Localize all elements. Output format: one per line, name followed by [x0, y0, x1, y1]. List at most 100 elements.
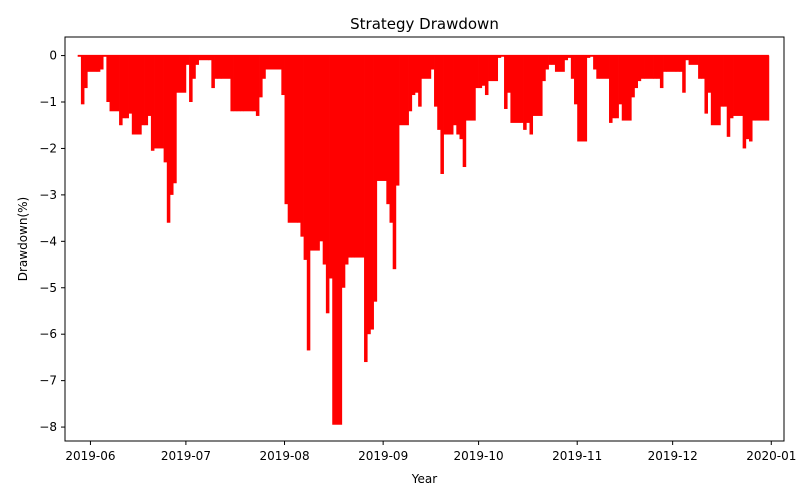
- drawdown-bar: [574, 55, 578, 105]
- y-tick-label: −6: [39, 327, 57, 341]
- x-tick-label: 2019-12: [648, 449, 698, 463]
- drawdown-bar: [119, 55, 123, 126]
- drawdown-bar: [720, 55, 724, 107]
- drawdown-bar: [599, 55, 610, 79]
- drawdown-bar: [529, 55, 534, 135]
- drawdown-bar: [484, 55, 489, 96]
- drawdown-bar: [698, 55, 702, 79]
- y-tick-label: −3: [39, 188, 57, 202]
- drawdown-bar: [488, 55, 499, 82]
- plot-area: [65, 37, 784, 441]
- drawdown-bar: [303, 55, 308, 260]
- drawdown-bar: [325, 55, 330, 314]
- drawdown-bar: [462, 55, 467, 168]
- drawdown-bar: [189, 55, 193, 103]
- drawdown-bar: [332, 55, 343, 425]
- drawdown-bar: [666, 55, 677, 72]
- y-axis: 0 −1 −2 −3 −4 −5 −6 −7 −8: [39, 49, 65, 434]
- drawdown-bar: [166, 55, 171, 223]
- drawdown-bar: [373, 55, 378, 302]
- area-layer: [77, 54, 770, 425]
- drawdown-bar: [87, 55, 98, 72]
- drawdown-bar: [239, 55, 244, 112]
- drawdown-bar: [364, 55, 368, 363]
- drawdown-bar: [236, 55, 241, 112]
- drawdown-bar: [195, 55, 199, 65]
- drawdown-bar: [532, 55, 543, 116]
- drawdown-bar: [220, 55, 231, 79]
- y-tick-label: −4: [39, 234, 57, 248]
- drawdown-bar: [147, 55, 152, 116]
- drawdown-bar: [481, 55, 486, 86]
- drawdown-bar: [376, 55, 387, 181]
- drawdown-bar: [131, 55, 142, 135]
- drawdown-bar: [141, 55, 145, 126]
- drawdown-bar: [80, 55, 85, 105]
- drawdown-bar: [612, 55, 616, 119]
- drawdown-bar: [688, 55, 699, 65]
- x-tick-label: 2019-11: [552, 449, 602, 463]
- drawdown-bar: [154, 55, 164, 149]
- drawdown-bar: [122, 55, 126, 119]
- drawdown-bar: [618, 55, 623, 105]
- drawdown-bar: [764, 55, 769, 121]
- drawdown-bar: [150, 55, 155, 151]
- drawdown-bar: [551, 55, 556, 65]
- drawdown-bar: [682, 55, 686, 93]
- drawdown-bar: [217, 55, 222, 79]
- drawdown-bar: [185, 55, 190, 65]
- drawdown-bar: [211, 55, 215, 89]
- drawdown-bar: [459, 55, 464, 140]
- drawdown-bar: [243, 55, 254, 112]
- drawdown-bar: [252, 55, 257, 112]
- drawdown-bar: [453, 55, 457, 126]
- drawdown-bar: [659, 55, 664, 89]
- drawdown-bar: [465, 55, 476, 121]
- drawdown-bar: [707, 55, 712, 93]
- drawdown-bar: [208, 55, 212, 61]
- drawdown-bar: [300, 55, 304, 237]
- drawdown-bar: [742, 55, 747, 149]
- drawdown-bar: [297, 55, 301, 223]
- drawdown-bar: [586, 55, 591, 58]
- drawdown-bar: [548, 55, 553, 65]
- drawdown-bar: [411, 55, 416, 96]
- drawdown-bar: [341, 55, 346, 288]
- drawdown-bar: [523, 55, 527, 130]
- y-tick-label: −8: [39, 420, 57, 434]
- drawdown-bar: [281, 55, 285, 96]
- drawdown-bar: [679, 55, 683, 72]
- drawdown-bar: [609, 55, 613, 123]
- drawdown-bar: [421, 55, 432, 79]
- x-tick-label: 2020-01: [746, 449, 796, 463]
- drawdown-bar: [545, 55, 549, 70]
- drawdown-bar: [259, 55, 263, 98]
- drawdown-bar: [354, 55, 365, 258]
- drawdown-bar: [653, 55, 658, 79]
- drawdown-bar: [128, 55, 133, 114]
- drawdown-bar: [768, 55, 770, 121]
- drawdown-bar: [615, 55, 619, 119]
- drawdown-bar: [634, 55, 638, 89]
- drawdown-bar: [755, 55, 766, 121]
- drawdown-bar: [507, 55, 511, 93]
- drawdown-bar: [723, 55, 728, 107]
- drawdown-bar: [726, 55, 731, 137]
- x-tick-label: 2019-08: [259, 449, 309, 463]
- drawdown-bar: [370, 55, 374, 330]
- drawdown-bar: [644, 55, 654, 79]
- x-axis: 2019-06 2019-07 2019-08 2019-09 2019-10 2019-…: [65, 441, 796, 463]
- drawdown-bar: [729, 55, 734, 119]
- drawdown-bar: [414, 55, 419, 93]
- x-tick-label: 2019-07: [161, 449, 211, 463]
- drawdown-bar: [526, 55, 530, 123]
- drawdown-bar: [322, 55, 327, 265]
- drawdown-bar: [749, 55, 753, 142]
- drawdown-bar: [125, 55, 129, 119]
- drawdown-bar: [399, 55, 409, 126]
- drawdown-bar: [278, 55, 282, 70]
- drawdown-bar: [348, 55, 352, 258]
- drawdown-bar: [367, 55, 371, 335]
- drawdown-bar: [284, 55, 289, 205]
